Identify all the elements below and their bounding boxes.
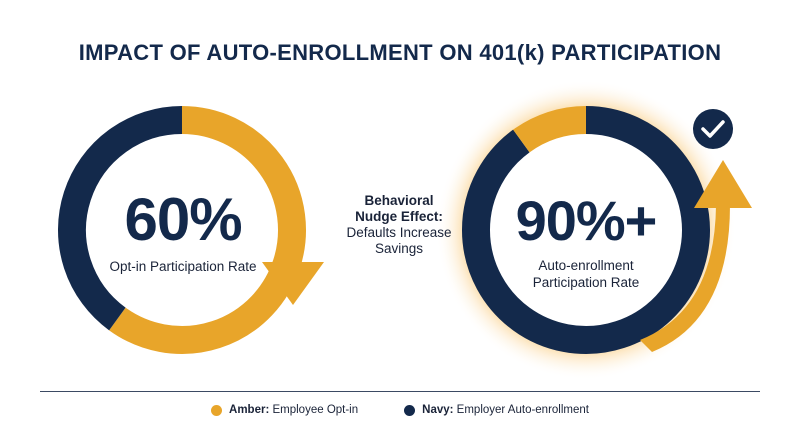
check-icon [693, 109, 733, 149]
nudge-effect-note: Behavioral Nudge Effect: Defaults Increa… [335, 193, 463, 257]
legend-swatch-navy [404, 404, 416, 416]
opt-in-label: Opt-in Participation Rate [109, 259, 257, 274]
right-center-label: 90%+ Auto-enrollment Participation Rate [500, 193, 672, 291]
nudge-line-1: Behavioral [364, 193, 434, 208]
donut-auto-enrollment [461, 106, 710, 354]
nudge-line-4: Savings [374, 241, 424, 256]
nudge-line-3: Defaults Increase [346, 225, 452, 240]
auto-enroll-value: 90%+ [515, 189, 658, 252]
opt-in-value: 60% [124, 186, 242, 253]
legend-item-navy: Navy: Employer Auto-enrollment [404, 404, 589, 416]
up-arrow-icon [640, 160, 752, 352]
down-arrow-icon [262, 262, 324, 305]
page-title: IMPACT OF AUTO-ENROLLMENT ON 401(k) PART… [78, 40, 722, 65]
legend-key-amber: Amber: [229, 404, 270, 416]
left-center-label: 60% Opt-in Participation Rate [98, 190, 268, 275]
legend: Amber: Employee Opt-in Navy: Employer Au… [0, 404, 800, 416]
auto-enroll-label: Auto-enrollment Participation Rate [532, 258, 640, 290]
legend-key-navy: Navy: [422, 404, 454, 416]
donut-segment-navy [58, 106, 183, 331]
legend-swatch-amber [211, 404, 223, 416]
nudge-line-2: Nudge Effect: [355, 209, 443, 224]
donut-segment-amber [513, 106, 587, 153]
donut-segment-navy [461, 106, 710, 354]
divider [40, 391, 760, 392]
legend-item-amber: Amber: Employee Opt-in [211, 404, 358, 416]
legend-text-navy: Employer Auto-enrollment [456, 404, 589, 416]
legend-text-amber: Employee Opt-in [272, 404, 359, 416]
